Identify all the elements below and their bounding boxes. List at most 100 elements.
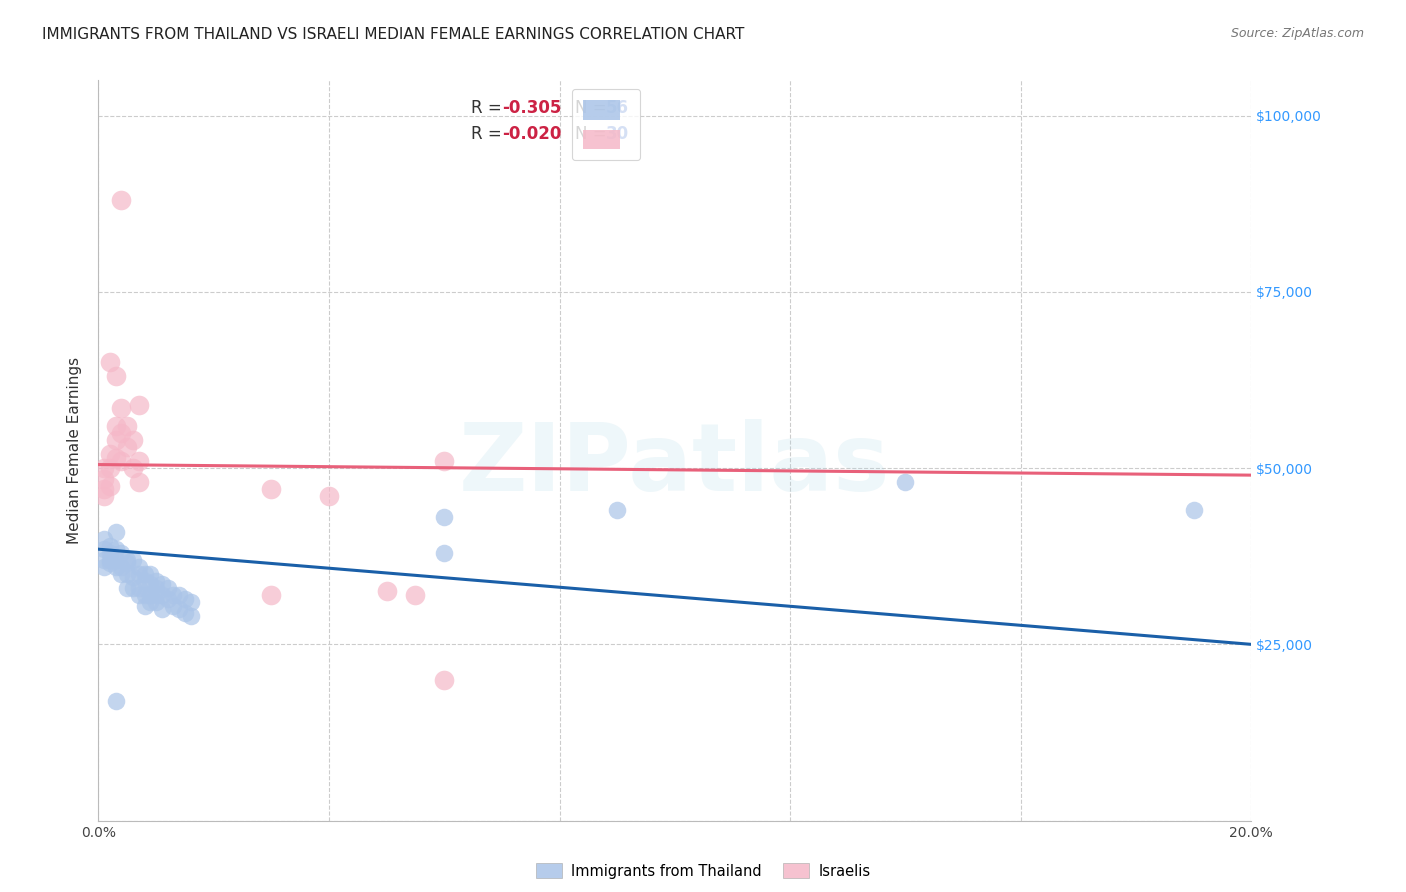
Point [104,524,127,539]
Point [433,546,456,560]
Point [122,570,145,584]
Point [180,609,202,624]
Point [93,542,115,557]
Point [433,454,456,468]
Point [93,553,115,567]
Point [98,447,121,461]
Point [117,581,139,595]
Point [162,599,184,613]
Point [104,418,127,433]
Legend: Immigrants from Thailand, Israelis: Immigrants from Thailand, Israelis [530,857,876,885]
Point [122,461,145,475]
Point [104,433,127,447]
Point [110,546,132,560]
Point [128,566,150,581]
Point [156,581,179,595]
Point [145,588,167,602]
Point [150,588,173,602]
Point [318,489,340,503]
Point [174,606,197,620]
Text: 56: 56 [606,99,628,118]
Point [117,556,139,570]
Point [98,553,121,567]
Point [117,553,139,567]
Y-axis label: Median Female Earnings: Median Female Earnings [67,357,83,544]
Point [110,566,132,581]
Point [433,510,456,524]
Point [93,461,115,475]
Point [128,581,150,595]
Point [894,475,917,490]
Point [260,482,283,496]
Point [134,588,156,602]
Point [104,450,127,465]
Point [134,599,156,613]
Text: 30: 30 [606,125,628,143]
Point [93,489,115,503]
Point [150,577,173,591]
Point [122,553,145,567]
Point [104,559,127,574]
Point [98,479,121,493]
Point [139,566,162,581]
Point [162,588,184,602]
Point [117,440,139,454]
Point [98,355,121,369]
Point [93,482,115,496]
Point [110,425,132,440]
Point [128,588,150,602]
Point [606,503,628,517]
Point [98,461,121,475]
Point [110,454,132,468]
Point [117,418,139,433]
Text: -0.305: -0.305 [502,99,561,118]
Point [128,398,150,412]
Point [145,595,167,609]
Point [93,559,115,574]
Point [128,454,150,468]
Text: R =: R = [471,125,506,143]
Point [128,559,150,574]
Point [180,595,202,609]
Legend: , : , [571,88,640,161]
Point [156,591,179,606]
Point [167,588,190,602]
Point [145,574,167,588]
Text: ZIPatlas: ZIPatlas [460,419,890,511]
Point [260,588,283,602]
Point [139,577,162,591]
Point [375,584,398,599]
Point [104,542,127,557]
Point [110,401,132,416]
Text: -0.020: -0.020 [502,125,561,143]
Point [174,591,197,606]
Text: R =: R = [471,99,506,118]
Point [93,472,115,486]
Text: IMMIGRANTS FROM THAILAND VS ISRAELI MEDIAN FEMALE EARNINGS CORRELATION CHART: IMMIGRANTS FROM THAILAND VS ISRAELI MEDI… [42,27,745,42]
Point [98,539,121,553]
Text: N =: N = [575,99,612,118]
Point [405,588,427,602]
Point [104,369,127,384]
Point [98,546,121,560]
Point [145,581,167,595]
Point [122,581,145,595]
Point [93,532,115,546]
Point [139,588,162,602]
Point [110,193,132,207]
Point [1182,503,1205,517]
Text: N =: N = [575,125,612,143]
Point [433,673,456,687]
Point [134,574,156,588]
Point [104,553,127,567]
Point [167,602,190,616]
Text: Source: ZipAtlas.com: Source: ZipAtlas.com [1230,27,1364,40]
Point [150,602,173,616]
Point [117,566,139,581]
Point [110,559,132,574]
Point [134,566,156,581]
Point [104,694,127,708]
Point [128,475,150,490]
Point [139,595,162,609]
Point [98,556,121,570]
